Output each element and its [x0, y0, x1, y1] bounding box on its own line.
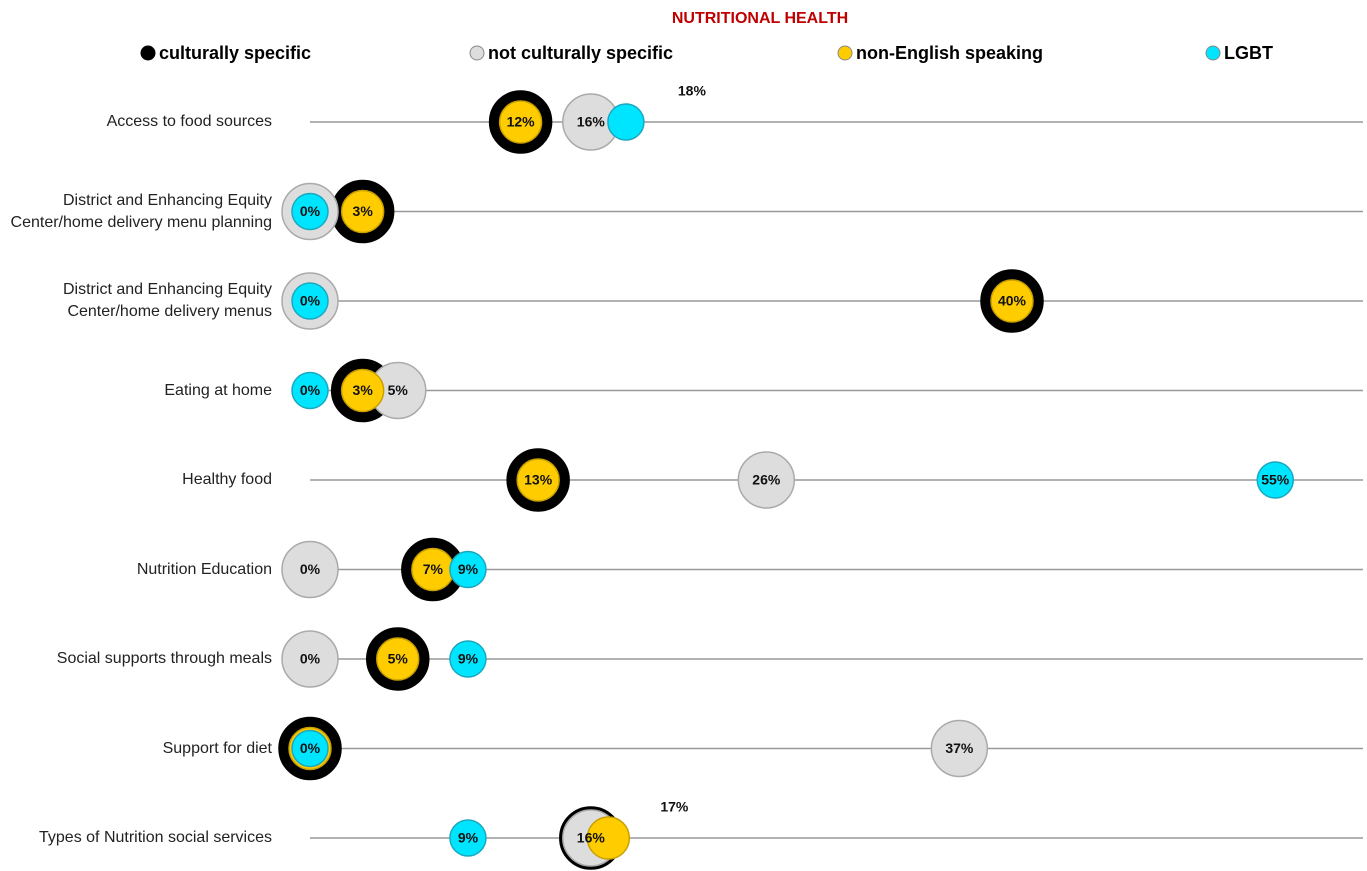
legend-marker: [837, 45, 853, 61]
category-label: Nutrition Education: [136, 560, 272, 578]
dot: [291, 282, 329, 320]
value-label: 0%: [300, 203, 321, 219]
value-label: 0%: [300, 561, 321, 577]
dot: [449, 550, 487, 589]
dot: [340, 189, 385, 234]
category-label: Social supports through meals: [56, 650, 272, 667]
dot: [498, 100, 543, 144]
dot: [291, 192, 329, 231]
value-label: 55%: [1261, 472, 1290, 488]
value-label: 7%: [423, 561, 444, 577]
value-label: 3%: [353, 203, 374, 219]
legend-marker: [469, 45, 485, 61]
legend-label: LGBT: [1224, 43, 1273, 63]
value-label: 0%: [300, 740, 321, 756]
legend-marker: [140, 45, 156, 61]
category-label: Access to food sources: [106, 113, 272, 130]
value-label: 12%: [507, 114, 536, 130]
dot: [586, 816, 631, 860]
value-label: 9%: [458, 561, 479, 577]
dot: [1256, 461, 1294, 499]
value-label: 9%: [458, 651, 479, 667]
dot: [449, 640, 487, 678]
value-label: 3%: [353, 382, 374, 398]
value-label: 16%: [577, 114, 606, 130]
value-label: 5%: [388, 651, 409, 667]
chart-title: NUTRITIONAL HEALTH: [672, 10, 848, 27]
dot: [281, 630, 339, 688]
value-label: 9%: [458, 830, 479, 846]
value-label: 13%: [524, 472, 553, 488]
category-label: District and Enhancing Equity Center/hom…: [63, 281, 272, 320]
category-label: Healthy food: [182, 471, 272, 488]
dot: [930, 719, 989, 778]
value-label: 26%: [752, 472, 781, 488]
value-label: 5%: [388, 382, 409, 398]
dot: [990, 279, 1034, 323]
category-label: Eating at home: [164, 381, 272, 399]
value-label: 0%: [300, 293, 321, 309]
category-label: District and Enhancing Equity Center/hom…: [10, 191, 272, 231]
legend-label: non-English speaking: [856, 43, 1043, 63]
category-label: Types of Nutrition social services: [39, 829, 272, 846]
dot: [449, 819, 487, 857]
value-label: 18%: [678, 83, 707, 99]
value-label: 40%: [998, 293, 1027, 309]
dot: [281, 540, 339, 599]
value-label: 37%: [945, 740, 974, 756]
dot: [737, 451, 796, 509]
value-label: 17%: [660, 799, 689, 815]
dot: [376, 637, 420, 681]
dot: [516, 458, 560, 502]
legend-marker: [1205, 45, 1221, 61]
dot: [607, 103, 645, 141]
legend-label: not culturally specific: [488, 43, 673, 63]
dot: [291, 371, 329, 410]
dot: [291, 729, 329, 768]
legend-label: culturally specific: [159, 43, 311, 63]
dot: [340, 368, 385, 413]
value-label: 16%: [577, 830, 606, 846]
value-label: 0%: [300, 651, 321, 667]
category-label: Support for diet: [162, 739, 272, 757]
value-label: 0%: [300, 382, 321, 398]
